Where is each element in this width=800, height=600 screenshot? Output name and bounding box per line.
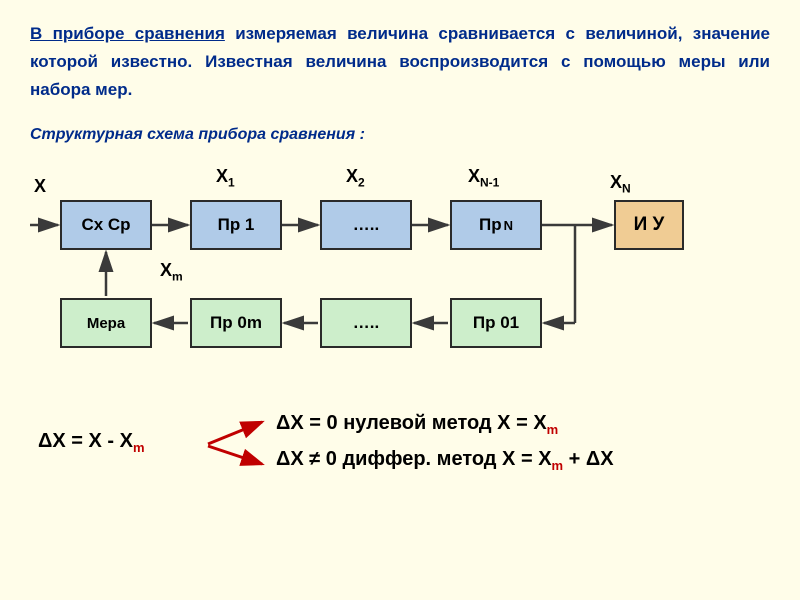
- block-diagram: Сх Ср Пр 1 ….. Пр N И У Мера Пр 0m ….. П…: [30, 158, 770, 398]
- eq-null-method: ΔX = 0 нулевой метод X = Xm: [276, 412, 558, 437]
- eq-diff-method: ΔX ≠ 0 диффер. метод X = Xm + ΔX: [276, 448, 614, 473]
- intro-text: В приборе сравнения измеряемая величина …: [30, 20, 770, 104]
- label-x: X: [34, 176, 46, 197]
- label-x1: X1: [216, 166, 235, 190]
- label-x2: X2: [346, 166, 365, 190]
- node-dots-top: …..: [320, 200, 412, 250]
- node-i-u: И У: [614, 200, 684, 250]
- label-xm: Xm: [160, 260, 183, 284]
- node-pr-0m: Пр 0m: [190, 298, 282, 348]
- fork-arrows-icon: [202, 410, 272, 476]
- subtitle: Структурная схема прибора сравнения :: [30, 126, 770, 144]
- node-mera: Мера: [60, 298, 152, 348]
- node-dots-bottom: …..: [320, 298, 412, 348]
- equations: ΔX = X - Xm ΔX = 0 нулевой метод X = Xm …: [30, 406, 770, 486]
- node-pr-01: Пр 01: [450, 298, 542, 348]
- node-pr-1: Пр 1: [190, 200, 282, 250]
- intro-lead: В приборе сравнения: [30, 24, 225, 43]
- diagram-arrows: [30, 158, 770, 398]
- node-cx-cp: Сх Ср: [60, 200, 152, 250]
- label-xn1: XN-1: [468, 166, 499, 190]
- label-xn: XN: [610, 172, 631, 196]
- node-pr-n: Пр N: [450, 200, 542, 250]
- eq-delta-def: ΔX = X - Xm: [38, 430, 145, 455]
